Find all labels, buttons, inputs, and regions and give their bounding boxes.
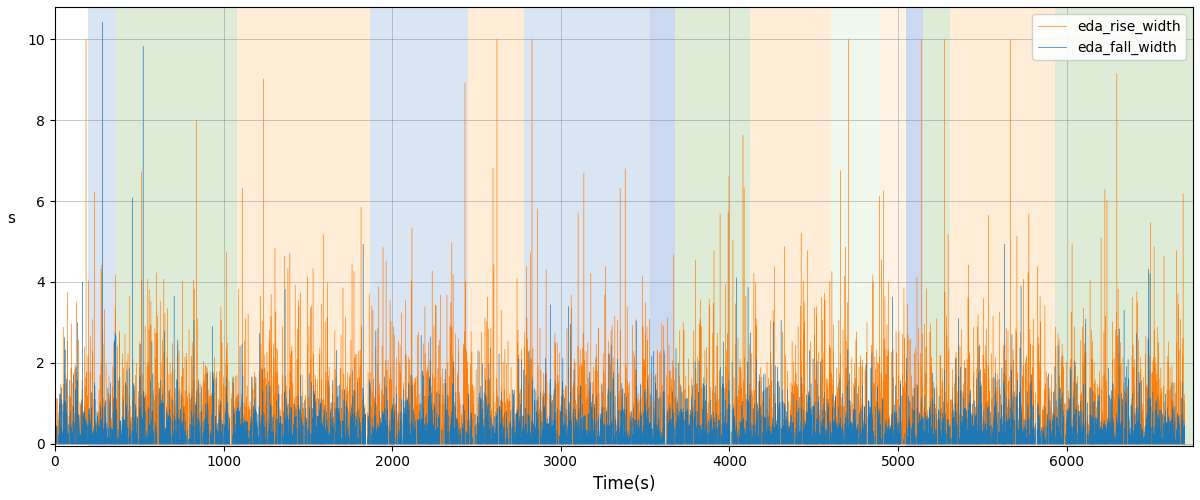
eda_rise_width: [48, 441, 62, 447]
Legend: eda_rise_width, eda_fall_width: eda_rise_width, eda_fall_width: [1032, 14, 1186, 60]
Bar: [238, 7, 371, 446]
eda_fall_width: [1084, 428, 1098, 434]
Bar: [468, 7, 523, 446]
Bar: [881, 7, 906, 446]
Bar: [659, 7, 676, 446]
Bar: [906, 7, 923, 446]
Bar: [650, 7, 659, 446]
Bar: [88, 7, 116, 446]
Bar: [676, 7, 750, 446]
Bar: [116, 7, 238, 446]
Bar: [950, 7, 1055, 446]
eda_rise_width: [1082, 278, 1097, 283]
Y-axis label: s: s: [7, 212, 14, 226]
Bar: [923, 7, 950, 446]
eda_fall_width: [68, 441, 83, 447]
Line: eda_rise_width: eda_rise_width: [55, 40, 1184, 444]
Bar: [1055, 7, 1193, 446]
Bar: [523, 7, 650, 446]
Bar: [750, 7, 830, 446]
Line: eda_fall_width: eda_fall_width: [55, 22, 1184, 444]
eda_rise_width: [70, 441, 84, 447]
eda_fall_width: [48, 441, 62, 447]
X-axis label: Time(s): Time(s): [593, 475, 655, 493]
Bar: [371, 7, 468, 446]
Bar: [830, 7, 881, 446]
